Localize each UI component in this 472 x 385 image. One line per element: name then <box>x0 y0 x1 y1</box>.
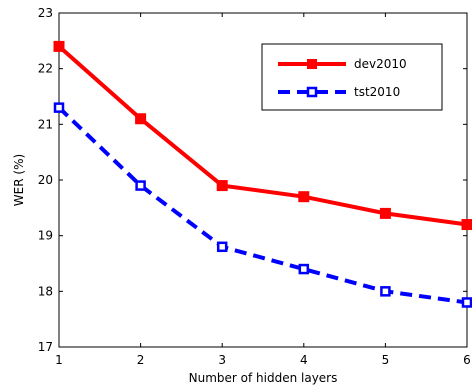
data-point <box>216 180 228 192</box>
x-tick-label: 4 <box>300 353 308 367</box>
y-axis-ticks: 17 18 19 20 21 22 23 <box>38 6 467 354</box>
series-layer <box>53 40 472 308</box>
series-line-tst2010 <box>57 106 468 305</box>
data-point <box>53 40 65 52</box>
legend-marker <box>306 86 318 98</box>
x-axis-ticks: 1 2 3 4 5 6 <box>55 13 471 367</box>
y-tick-label: 23 <box>38 6 53 20</box>
y-tick-label: 21 <box>38 117 53 131</box>
y-tick-label: 19 <box>38 229 53 243</box>
data-point <box>379 207 391 219</box>
x-tick-label: 5 <box>382 353 390 367</box>
legend: dev2010 tst2010 <box>261 43 443 111</box>
data-point <box>135 113 147 125</box>
x-tick-label: 2 <box>137 353 145 367</box>
series-tst2010 <box>53 102 472 308</box>
legend-item-tst2010: tst2010 <box>278 85 400 99</box>
x-tick-label: 3 <box>218 353 226 367</box>
data-point <box>380 286 391 297</box>
data-point <box>53 102 65 113</box>
legend-label: dev2010 <box>354 57 407 71</box>
y-tick-label: 17 <box>38 340 53 354</box>
legend-item-dev2010: dev2010 <box>278 57 407 71</box>
legend-box <box>261 43 443 111</box>
data-point <box>461 219 472 231</box>
data-point <box>461 297 472 308</box>
data-point <box>298 191 310 203</box>
data-point <box>216 241 228 253</box>
legend-marker <box>307 59 317 69</box>
x-axis-title: Number of hidden layers <box>189 371 338 385</box>
y-tick-label: 20 <box>38 173 53 187</box>
data-point <box>298 263 310 275</box>
data-point <box>135 180 146 191</box>
y-tick-label: 18 <box>38 284 53 298</box>
y-axis-title: WER (%) <box>12 154 26 206</box>
legend-label: tst2010 <box>354 85 400 99</box>
series-line-dev2010 <box>57 44 468 227</box>
series-dev2010 <box>53 40 472 231</box>
x-tick-label: 1 <box>55 353 63 367</box>
y-tick-label: 22 <box>38 62 53 76</box>
x-tick-label: 6 <box>463 353 471 367</box>
